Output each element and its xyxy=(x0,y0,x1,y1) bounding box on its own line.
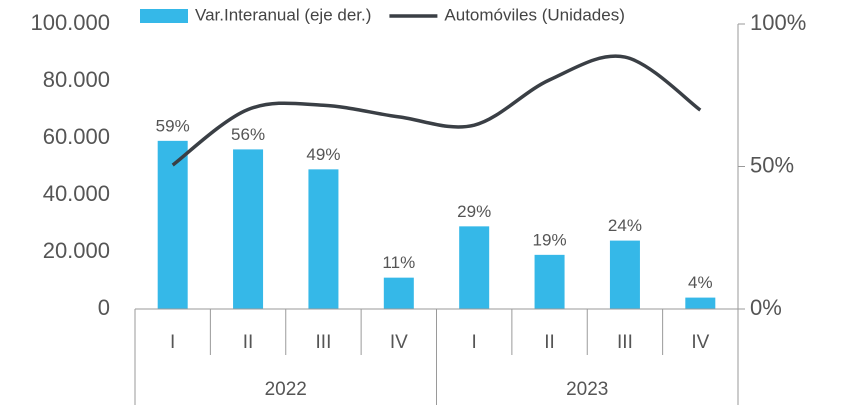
bar xyxy=(308,169,339,309)
data-label: 19% xyxy=(533,230,567,249)
y2-tick-label: 100% xyxy=(750,10,806,35)
x-tick-label: III xyxy=(316,332,332,353)
x-tick-label: IV xyxy=(390,332,408,353)
data-label: 59% xyxy=(156,116,190,135)
line xyxy=(171,54,702,167)
bar xyxy=(459,226,490,309)
x-tick-label: III xyxy=(617,332,633,353)
bar xyxy=(233,149,264,309)
bar xyxy=(685,297,716,309)
y-tick-label: 100.000 xyxy=(30,10,110,35)
data-label: 56% xyxy=(231,125,265,144)
y-tick-label: 20.000 xyxy=(43,238,110,263)
legend-swatch xyxy=(140,9,188,23)
y2-tick-label: 0% xyxy=(750,295,782,320)
group-label: 2023 xyxy=(566,379,608,400)
y-tick-label: 40.000 xyxy=(43,181,110,206)
bar xyxy=(609,240,640,309)
x-tick-label: IV xyxy=(691,332,709,353)
y-tick-label: 80.000 xyxy=(43,67,110,92)
legend-label: Var.Interanual (eje der.) xyxy=(195,5,371,24)
legend-label: Automóviles (Unidades) xyxy=(444,5,624,24)
y2-tick-label: 50% xyxy=(750,152,794,177)
x-tick-label: I xyxy=(472,332,477,353)
y-tick-label: 60.000 xyxy=(43,124,110,149)
data-label: 11% xyxy=(382,253,415,272)
bar xyxy=(157,140,188,309)
x-tick-label: I xyxy=(170,332,175,353)
data-label: 24% xyxy=(608,216,642,235)
bar xyxy=(383,277,414,309)
bar xyxy=(534,254,565,309)
y-tick-label: 0 xyxy=(98,295,110,320)
data-label: 49% xyxy=(306,145,340,164)
x-tick-label: II xyxy=(243,332,254,353)
data-label: 29% xyxy=(457,202,491,221)
group-label: 2022 xyxy=(265,379,307,400)
data-label: 4% xyxy=(688,273,713,292)
x-tick-label: II xyxy=(544,332,555,353)
